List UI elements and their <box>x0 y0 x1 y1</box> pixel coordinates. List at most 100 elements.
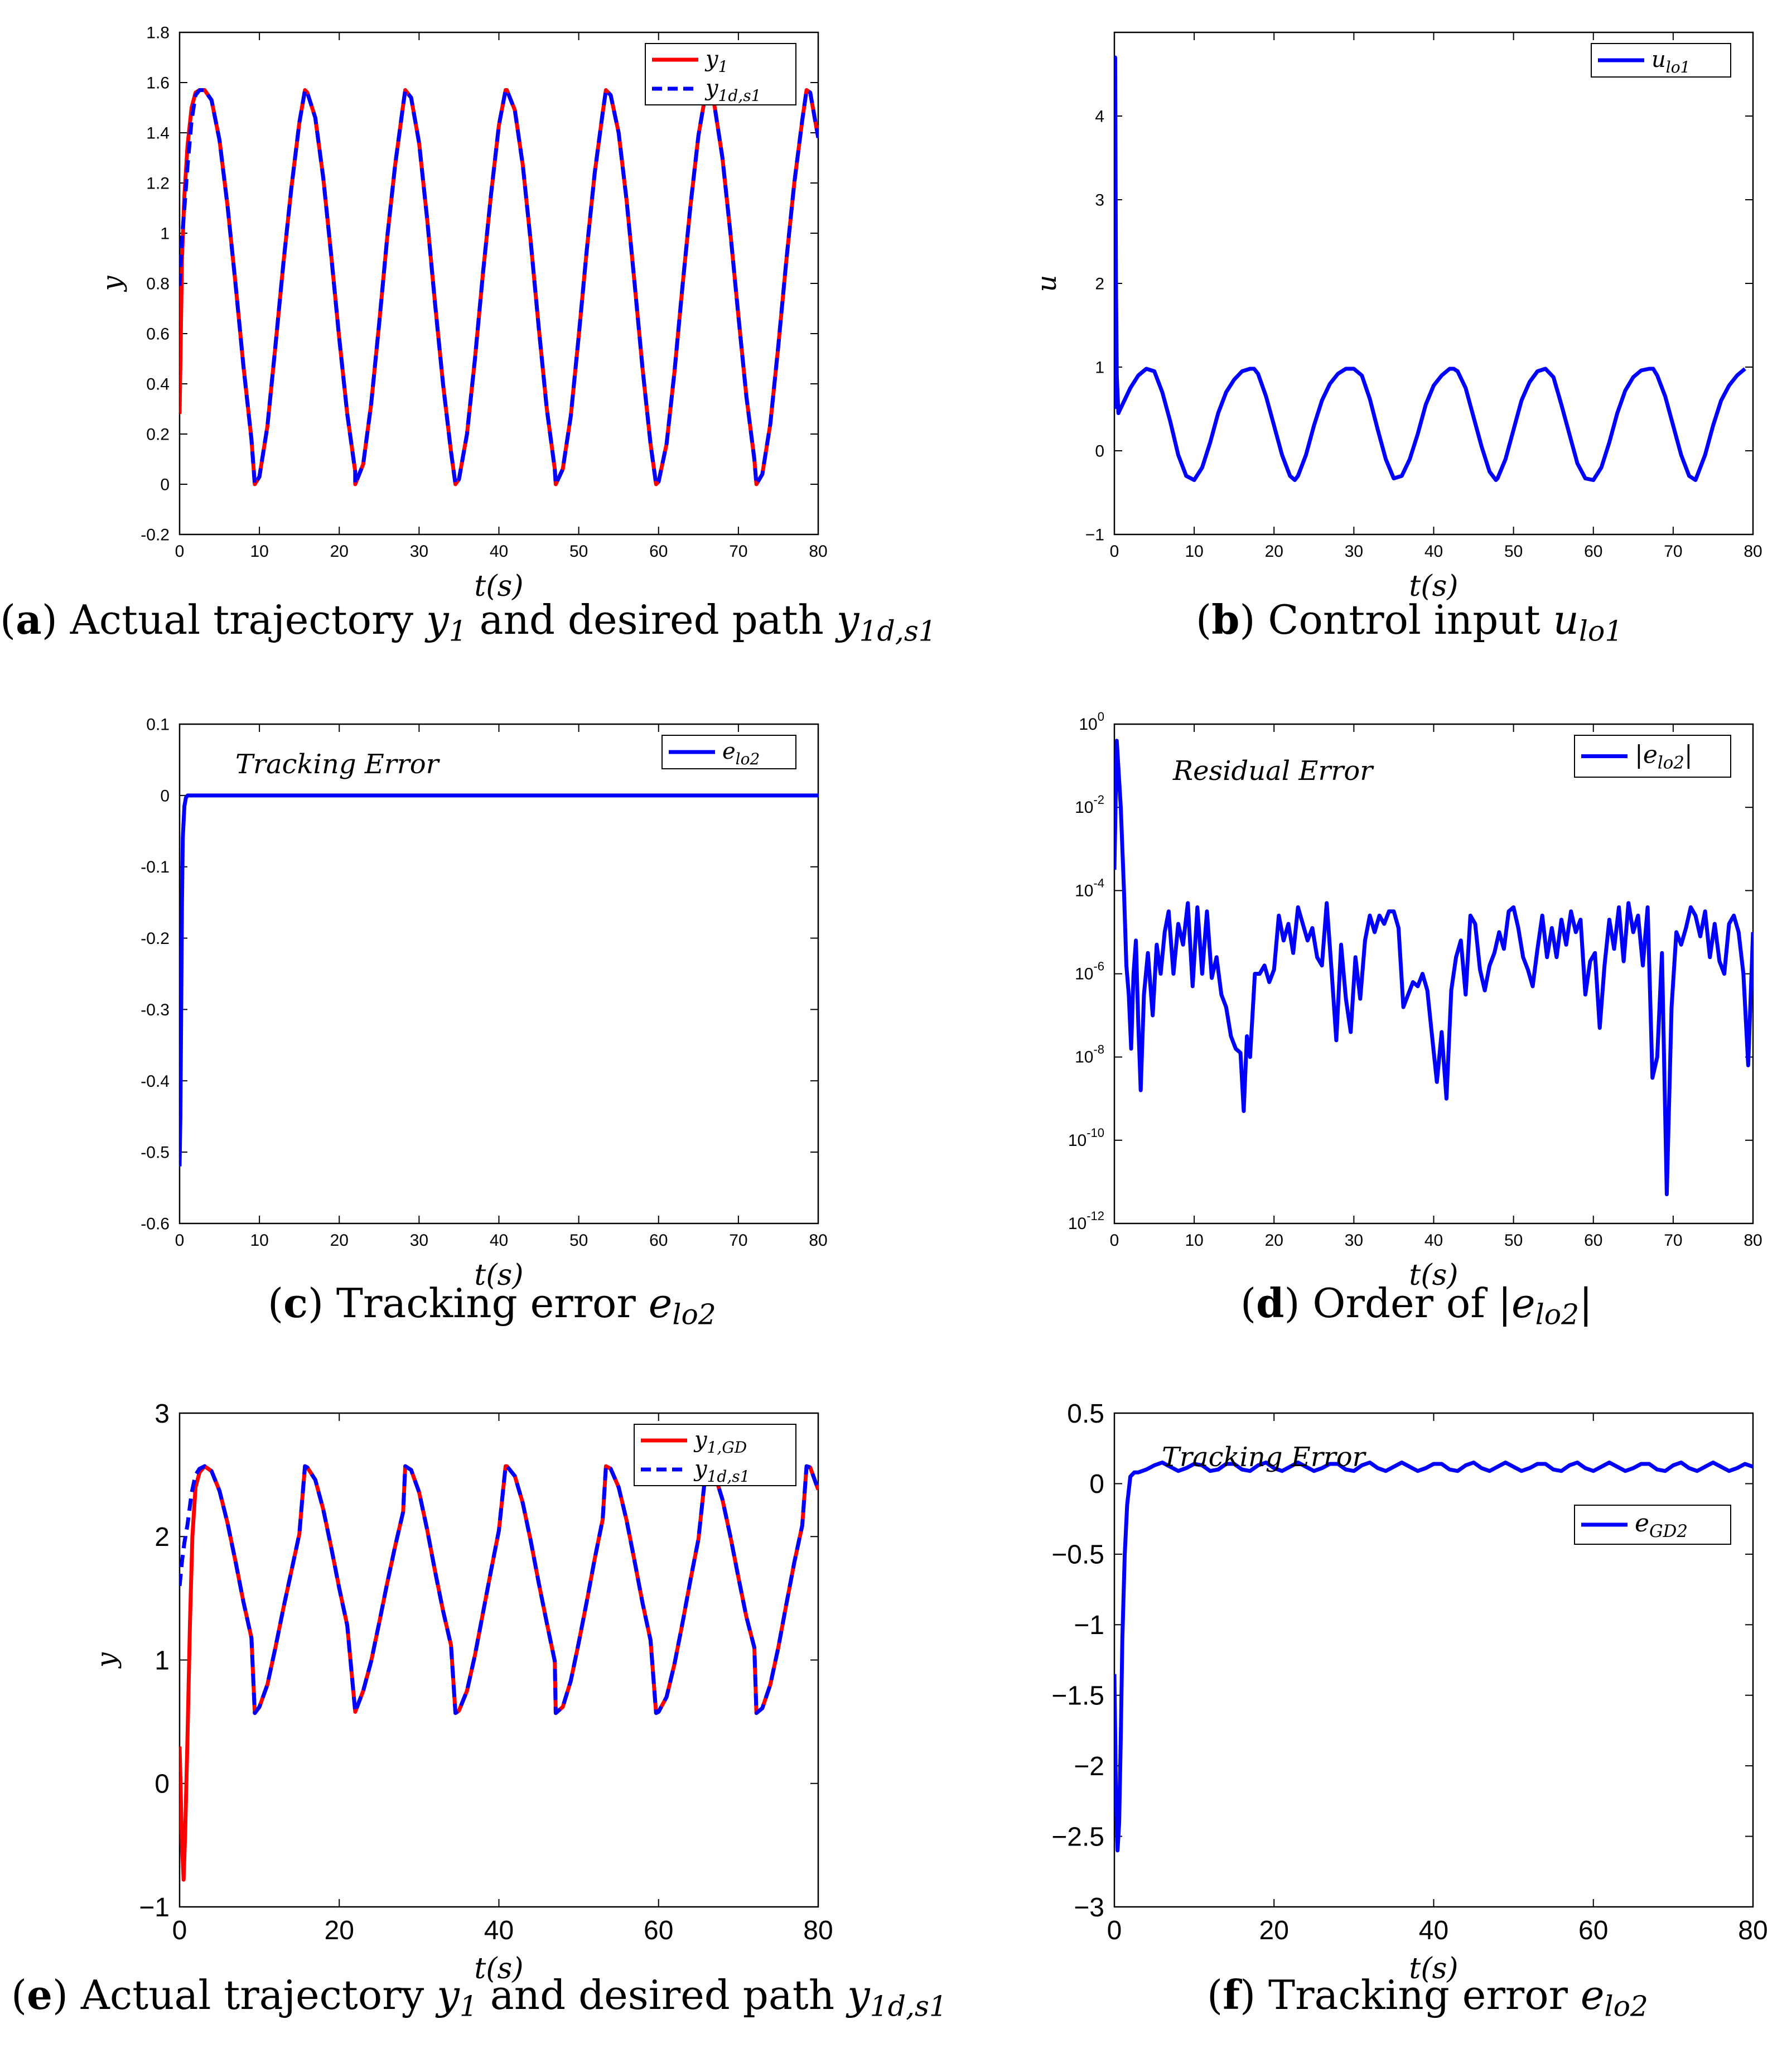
x-tick-label: 10 <box>250 542 268 561</box>
x-tick-label: 0 <box>1110 542 1119 561</box>
x-tick-label: 60 <box>1584 1231 1602 1250</box>
x-tick-label: 80 <box>803 1916 833 1945</box>
y-tick-label: 10-6 <box>1075 960 1104 984</box>
y-tick-label: −0.5 <box>1051 1540 1104 1570</box>
x-tick-label: 20 <box>330 1231 349 1250</box>
x-tick-label: 30 <box>1345 542 1363 561</box>
x-tick-label: 60 <box>649 1231 668 1250</box>
x-axis-label: t(s) <box>1409 1259 1458 1292</box>
x-tick-label: 40 <box>1424 542 1443 561</box>
y-tick-label: 10-4 <box>1075 876 1104 900</box>
x-tick-label: 60 <box>1578 1916 1608 1945</box>
y-tick-label: 0.8 <box>146 275 170 293</box>
x-axis-label: t(s) <box>474 1259 523 1292</box>
x-tick-label: 40 <box>484 1916 514 1945</box>
chart-annotation: Residual Error <box>1172 755 1374 787</box>
y-tick-label: −1.5 <box>1051 1681 1104 1711</box>
y-tick-label: 3 <box>154 1399 170 1429</box>
legend-label: ulo1 <box>1651 47 1690 76</box>
y-tick-label: 3 <box>1095 191 1104 210</box>
x-tick-label: 10 <box>1185 542 1203 561</box>
x-tick-label: 80 <box>1744 542 1762 561</box>
caption-c: (c) Tracking error elo2 <box>268 1279 716 1331</box>
legend-label: elo2 <box>722 739 760 768</box>
x-tick-label: 60 <box>649 542 668 561</box>
chart-annotation: Tracking Error <box>235 749 441 780</box>
y-tick-label: 2 <box>1095 275 1104 293</box>
y-tick-label: 0.1 <box>146 716 170 734</box>
y-tick-label: -0.3 <box>141 1001 170 1019</box>
y-tick-label: -0.5 <box>141 1144 170 1162</box>
caption-b: (b) Control input ulo1 <box>1196 596 1623 648</box>
x-tick-label: 30 <box>1345 1231 1363 1250</box>
x-tick-label: 80 <box>1744 1231 1762 1250</box>
legend-box <box>645 43 796 105</box>
y-tick-label: −2.5 <box>1051 1822 1104 1852</box>
y-tick-label: 0 <box>1089 1469 1104 1499</box>
legend-label: |elo2| <box>1635 741 1693 773</box>
x-tick-label: 70 <box>1664 1231 1682 1250</box>
legend-label: y1,GD <box>693 1427 747 1457</box>
series-line-1 <box>1114 55 1746 482</box>
x-tick-label: 70 <box>1664 542 1682 561</box>
x-tick-label: 70 <box>729 542 747 561</box>
y-tick-label: 0.4 <box>146 375 170 394</box>
x-tick-label: 0 <box>1107 1916 1122 1945</box>
x-tick-label: 20 <box>325 1916 354 1945</box>
y-tick-label: 1 <box>160 225 170 243</box>
y-tick-label: 4 <box>1095 108 1104 126</box>
y-tick-label: -0.2 <box>141 929 170 948</box>
y-tick-label: 10-2 <box>1075 793 1104 817</box>
legend-label: y1d,s1 <box>693 1456 750 1486</box>
x-tick-label: 50 <box>569 542 588 561</box>
x-tick-label: 0 <box>1110 1231 1119 1250</box>
series-line-2 <box>180 88 818 486</box>
y-tick-label: 100 <box>1079 710 1104 734</box>
y-tick-label: 0 <box>154 1770 170 1799</box>
x-tick-label: 70 <box>729 1231 747 1250</box>
series-line-1 <box>1114 739 1753 1197</box>
y-tick-label: 10-12 <box>1068 1209 1104 1233</box>
caption-a: (a) Actual trajectory y1 and desired pat… <box>0 596 936 648</box>
x-tick-label: 10 <box>250 1231 268 1250</box>
y-tick-label: −1 <box>1085 526 1104 544</box>
y-tick-label: -0.2 <box>141 526 170 544</box>
legend-label: y1d,s1 <box>704 75 761 105</box>
y-tick-label: 0.5 <box>1067 1399 1104 1429</box>
x-tick-label: 50 <box>1504 1231 1523 1250</box>
y-tick-label: -0.6 <box>141 1215 170 1233</box>
x-tick-label: 50 <box>1504 542 1523 561</box>
y-axis-label: y <box>91 1652 122 1669</box>
x-tick-label: 10 <box>1185 1231 1203 1250</box>
x-tick-label: 20 <box>1259 1916 1289 1945</box>
x-axis-label: t(s) <box>474 1952 523 1986</box>
x-tick-label: 40 <box>1424 1231 1443 1250</box>
y-tick-label: -0.4 <box>141 1072 170 1091</box>
y-tick-label: 1.6 <box>146 74 170 93</box>
x-tick-label: 0 <box>175 1231 185 1250</box>
x-tick-label: 40 <box>490 1231 508 1250</box>
y-tick-label: 1 <box>1095 359 1104 377</box>
x-tick-label: 80 <box>809 542 827 561</box>
y-tick-label: 0 <box>160 476 170 494</box>
series-line-1 <box>180 793 818 1167</box>
x-tick-label: 20 <box>330 542 349 561</box>
legend-label: eGD2 <box>1635 1509 1688 1541</box>
y-tick-label: 0.6 <box>146 325 170 344</box>
y-tick-label: 2 <box>154 1522 170 1552</box>
y-tick-label: −3 <box>1074 1893 1104 1922</box>
x-tick-label: 60 <box>644 1916 673 1945</box>
x-tick-label: 20 <box>1265 542 1283 561</box>
x-axis-label: t(s) <box>1409 570 1458 603</box>
x-tick-label: 40 <box>490 542 508 561</box>
y-tick-label: 1.8 <box>146 24 170 42</box>
x-tick-label: 30 <box>410 542 428 561</box>
x-tick-label: 30 <box>410 1231 428 1250</box>
y-tick-label: 10-10 <box>1068 1126 1104 1150</box>
x-tick-label: 20 <box>1265 1231 1283 1250</box>
y-tick-label: 1.4 <box>146 124 170 143</box>
